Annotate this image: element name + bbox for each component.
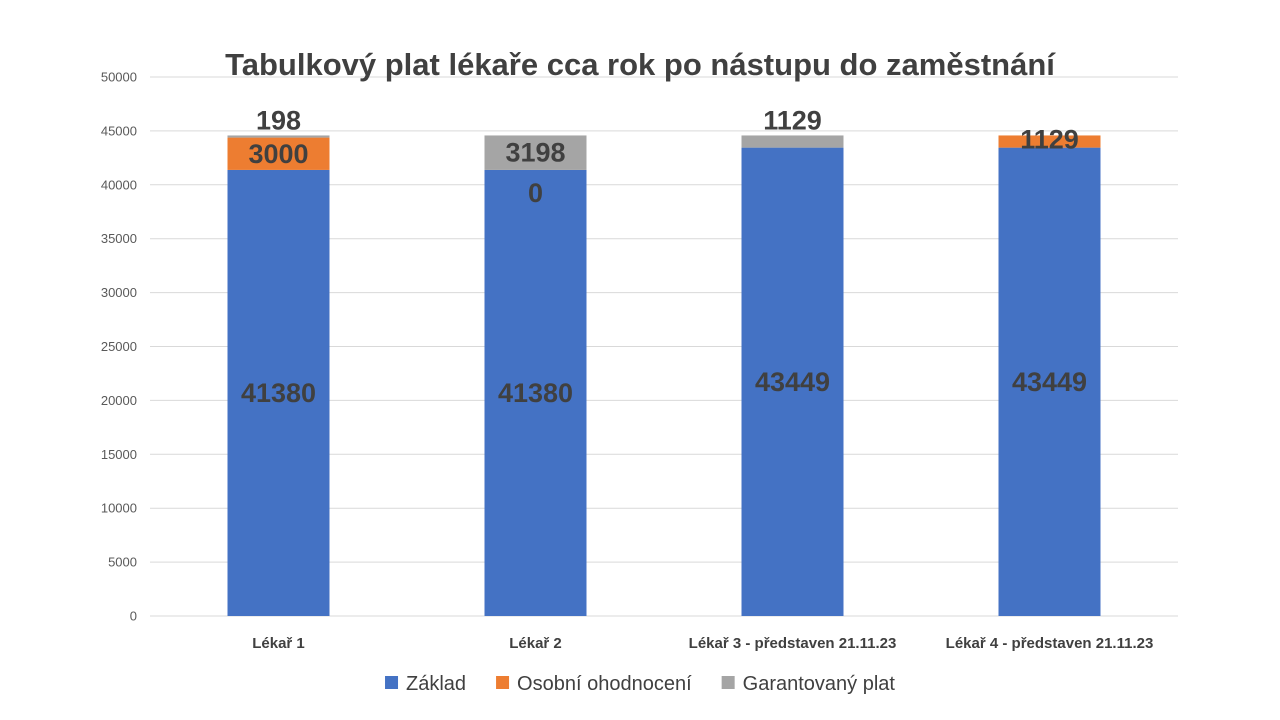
y-tick-label: 10000 — [101, 501, 137, 516]
legend-item: Osobní ohodnocení — [496, 673, 692, 695]
y-tick-label: 0 — [130, 609, 137, 624]
bar-segment — [998, 147, 1101, 616]
bar-segment — [741, 135, 844, 148]
bar-segment — [484, 135, 587, 170]
bars — [227, 135, 1101, 617]
y-tick-label: 50000 — [101, 70, 137, 85]
legend-item: Základ — [385, 673, 466, 695]
data-label: 41380 — [498, 378, 573, 408]
x-category-label: Lékař 3 - představen 21.11.23 — [689, 635, 897, 652]
y-axis-tick-labels: 0 5000 10000 15000 20000 25000 30000 35000 40000… — [101, 70, 137, 624]
data-label: 43449 — [755, 367, 830, 397]
y-tick-label: 45000 — [101, 123, 137, 138]
y-tick-label: 5000 — [108, 555, 137, 570]
legend-swatch — [496, 676, 510, 689]
legend: Základ Osobní ohodnocení Garantovaný plat — [385, 673, 895, 695]
bar-segment — [227, 135, 330, 138]
legend-label: Osobní ohodnocení — [517, 673, 692, 695]
bar-segment — [998, 135, 1101, 148]
x-category-label: Lékař 1 — [252, 635, 305, 652]
data-label: 3198 — [505, 138, 565, 168]
x-axis-category-labels: Lékař 1 Lékař 2 Lékař 3 - představen 21.11… — [252, 635, 1153, 652]
y-tick-label: 25000 — [101, 339, 137, 354]
legend-swatch — [721, 676, 735, 689]
bar-segment — [227, 169, 330, 617]
y-tick-label: 35000 — [101, 231, 137, 246]
y-tick-label: 30000 — [101, 285, 137, 300]
legend-label: Základ — [406, 673, 466, 695]
bar-segment — [741, 147, 844, 616]
chart-title: Tabulkový plat lékaře cca rok po nástupu… — [225, 47, 1056, 82]
legend-label: Garantovaný plat — [743, 673, 896, 695]
data-label: 1129 — [1020, 124, 1079, 154]
data-label: 0 — [528, 178, 543, 208]
bar-segment — [484, 169, 587, 617]
y-tick-label: 15000 — [101, 447, 137, 462]
x-category-label: Lékař 4 - představen 21.11.23 — [946, 635, 1154, 652]
data-label: 41380 — [241, 378, 316, 408]
x-category-label: Lékař 2 — [509, 635, 562, 652]
y-tick-label: 40000 — [101, 177, 137, 192]
bar-segment — [227, 137, 330, 170]
data-labels: 41380 3000 198 41380 0 3198 43449 1129 43449 1129 — [241, 105, 1087, 408]
data-label: 1129 — [763, 105, 822, 135]
y-tick-label: 20000 — [101, 393, 137, 408]
data-label: 43449 — [1012, 367, 1087, 397]
data-label: 198 — [256, 105, 301, 135]
legend-swatch — [385, 676, 399, 689]
legend-item: Garantovaný plat — [721, 673, 896, 695]
data-label: 3000 — [248, 139, 308, 169]
